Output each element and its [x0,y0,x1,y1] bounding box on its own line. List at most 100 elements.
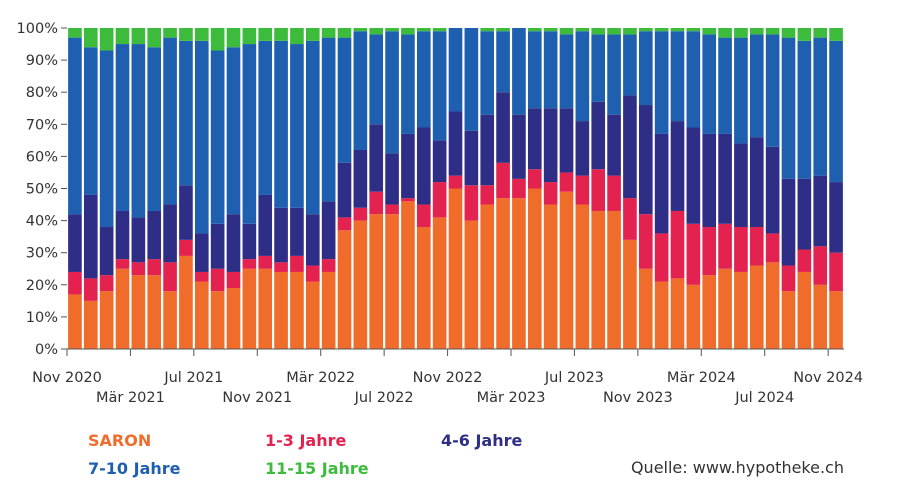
bar-4-6-jahre-12 [258,194,273,256]
bar-saron-25 [464,220,479,349]
bar-4-6-jahre-1 [83,194,98,279]
bar-11-15-jahre-2 [99,28,114,51]
bar-1-3-jahre-30 [543,182,558,205]
bar-7-10-jahre-14 [290,44,304,208]
bar-saron-9 [210,291,225,349]
bar-4-6-jahre-8 [194,233,209,272]
bar-7-10-jahre-33 [591,34,606,102]
bar-1-3-jahre-35 [623,198,637,240]
bar-saron-16 [321,271,336,349]
bar-1-3-jahre-8 [194,271,209,282]
bar-11-15-jahre-18 [353,28,368,32]
bar-7-10-jahre-21 [401,34,415,134]
bar-saron-5 [147,275,162,349]
bar-4-6-jahre-0 [68,214,82,272]
bar-7-10-jahre-44 [765,34,780,147]
bar-7-10-jahre-7 [179,40,193,186]
bar-7-10-jahre-45 [781,37,796,179]
bar-4-6-jahre-16 [321,201,336,260]
bar-11-15-jahre-15 [305,28,320,41]
bar-4-6-jahre-17 [337,162,352,218]
bar-saron-27 [496,198,510,349]
y-tick-label-7: 70% [26,117,58,133]
bar-saron-35 [623,239,637,349]
bar-4-6-jahre-9 [210,223,225,269]
y-tick-label-1: 10% [26,310,58,326]
x-tick-label-top-2: Mär 2022 [286,370,355,386]
bar-7-10-jahre-43 [749,34,764,138]
bar-saron-46 [797,271,812,349]
bar-4-6-jahre-32 [575,121,590,176]
bar-11-15-jahre-45 [781,28,796,38]
legend-4-6-jahre: 4-6 Jahre [441,431,523,450]
bar-4-6-jahre-38 [670,121,685,211]
bar-7-10-jahre-15 [305,40,320,215]
source-note: Quelle: www.hypotheke.ch [630,458,844,477]
bar-11-15-jahre-12 [258,28,273,41]
bar-1-3-jahre-22 [416,204,431,228]
bar-1-3-jahre-24 [448,175,463,189]
bar-1-3-jahre-0 [68,271,82,295]
bar-4-6-jahre-3 [115,210,130,260]
bar-4-6-jahre-41 [718,133,732,224]
legend-saron: SARON [88,431,152,450]
bar-11-15-jahre-30 [543,28,558,32]
bar-4-6-jahre-14 [290,207,304,256]
bar-11-15-jahre-48 [829,28,843,41]
bar-saron-13 [274,271,288,349]
bar-11-15-jahre-44 [765,28,780,35]
bar-4-6-jahre-10 [226,214,241,272]
x-tick-label-bottom-4: Nov 2023 [603,390,673,406]
bar-saron-22 [416,227,431,349]
bar-4-6-jahre-4 [131,217,146,263]
bar-1-3-jahre-7 [179,239,193,256]
bar-saron-44 [765,262,780,349]
bar-4-6-jahre-22 [416,127,431,205]
bar-11-15-jahre-40 [702,28,717,35]
y-tick-label-4: 40% [26,214,58,230]
bar-saron-24 [448,188,463,349]
x-tick-label-top-4: Jul 2023 [544,370,604,386]
bar-saron-45 [781,291,796,349]
bar-7-10-jahre-35 [623,34,637,96]
bar-11-15-jahre-36 [638,28,653,32]
bar-7-10-jahre-28 [512,28,526,115]
bar-7-10-jahre-38 [670,31,685,122]
bar-4-6-jahre-42 [734,143,748,228]
bar-4-6-jahre-33 [591,101,606,170]
bar-7-10-jahre-23 [432,31,447,141]
bar-4-6-jahre-13 [274,207,288,263]
bar-saron-47 [813,284,828,349]
bar-11-15-jahre-8 [194,28,209,41]
bar-7-10-jahre-41 [718,37,732,134]
bar-saron-15 [305,281,320,349]
bar-1-3-jahre-27 [496,162,510,199]
bar-saron-28 [512,198,526,349]
bar-saron-0 [68,294,82,349]
bar-4-6-jahre-11 [242,223,257,260]
y-tick-label-10: 100% [17,21,58,37]
bar-1-3-jahre-28 [512,178,526,199]
bar-4-6-jahre-7 [179,185,193,240]
bar-11-15-jahre-20 [385,28,399,32]
bar-11-15-jahre-13 [274,28,288,41]
bar-4-6-jahre-45 [781,178,796,266]
bar-1-3-jahre-39 [686,223,701,285]
stacked-bar-chart: 0% 10% 20% 30% 40% 50% 60% 70% 80% 90% 100% Nov 202… [17,21,864,406]
bar-4-6-jahre-34 [607,114,621,176]
x-tick-label-top-0: Nov 2020 [32,370,102,386]
bar-11-15-jahre-37 [654,28,669,32]
bar-11-15-jahre-14 [290,28,304,45]
bar-7-10-jahre-16 [321,37,336,202]
y-tick-label-3: 30% [26,246,58,262]
bar-4-6-jahre-46 [797,178,812,250]
bar-11-15-jahre-1 [83,28,98,48]
y-tick-label-9: 90% [26,53,58,69]
y-tick-label-6: 60% [26,149,58,165]
bar-1-3-jahre-36 [638,214,653,269]
bar-4-6-jahre-29 [527,108,542,170]
bar-saron-36 [638,268,653,349]
bar-saron-37 [654,281,669,349]
x-tick-label-bottom-5: Jul 2024 [734,390,794,406]
bar-1-3-jahre-14 [290,255,304,272]
